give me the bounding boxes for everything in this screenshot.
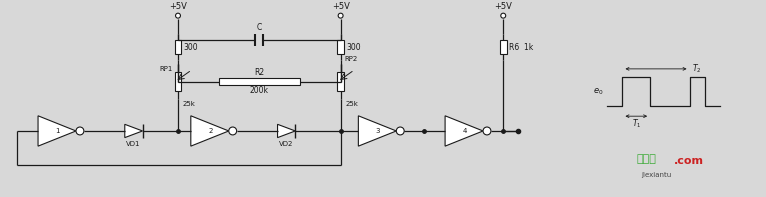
Text: 200k: 200k — [250, 86, 269, 95]
Bar — [337, 72, 344, 91]
Circle shape — [338, 13, 343, 18]
Bar — [218, 78, 300, 85]
Polygon shape — [125, 124, 142, 138]
Text: 2: 2 — [208, 128, 212, 134]
Text: VD2: VD2 — [280, 141, 293, 147]
Circle shape — [501, 13, 506, 18]
Circle shape — [396, 127, 404, 135]
Text: 1: 1 — [55, 128, 60, 134]
Text: 300: 300 — [183, 43, 198, 52]
Text: 接线图: 接线图 — [637, 154, 656, 164]
Text: 300: 300 — [346, 43, 361, 52]
Text: $T_2$: $T_2$ — [692, 63, 702, 75]
Text: jiexiantu: jiexiantu — [641, 172, 671, 178]
Circle shape — [76, 127, 83, 135]
Polygon shape — [191, 116, 229, 146]
Text: 3: 3 — [375, 128, 380, 134]
Bar — [499, 40, 506, 54]
Polygon shape — [38, 116, 76, 146]
Text: $e_0$: $e_0$ — [594, 86, 604, 97]
Bar — [175, 72, 182, 91]
Text: RP1: RP1 — [159, 66, 173, 72]
Text: $T_1$: $T_1$ — [631, 117, 641, 130]
Text: R6  1k: R6 1k — [509, 43, 533, 52]
Text: +5V: +5V — [169, 2, 187, 11]
Text: 4: 4 — [463, 128, 466, 134]
Text: C: C — [257, 23, 262, 33]
Polygon shape — [445, 116, 483, 146]
Text: .com: .com — [674, 156, 704, 165]
Text: VD1: VD1 — [126, 141, 141, 147]
Text: +5V: +5V — [332, 2, 349, 11]
Text: 25k: 25k — [345, 101, 358, 107]
Text: +5V: +5V — [494, 2, 512, 11]
Polygon shape — [277, 124, 295, 138]
Text: 25k: 25k — [183, 101, 196, 107]
Text: RP2: RP2 — [345, 56, 358, 62]
Text: R2: R2 — [254, 68, 264, 77]
Polygon shape — [358, 116, 396, 146]
Bar — [175, 40, 182, 54]
Circle shape — [229, 127, 237, 135]
Circle shape — [175, 13, 181, 18]
Bar — [337, 40, 344, 54]
Circle shape — [483, 127, 491, 135]
